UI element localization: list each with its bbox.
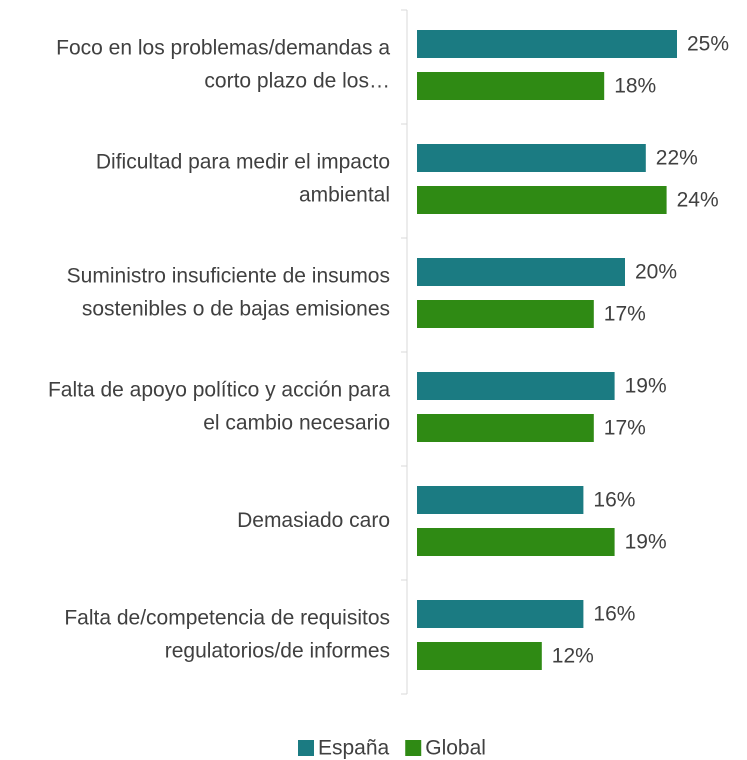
category-label: Falta de/competencia de requisitos regula…	[64, 606, 390, 662]
legend-label: Global	[425, 737, 486, 760]
value-label: 16%	[593, 603, 635, 626]
bar	[417, 30, 677, 58]
bar	[417, 642, 542, 670]
value-label: 24%	[677, 189, 719, 212]
value-label: 19%	[625, 531, 667, 554]
value-label: 17%	[604, 417, 646, 440]
bar	[417, 414, 594, 442]
bar	[417, 372, 615, 400]
value-label: 20%	[635, 261, 677, 284]
value-label: 19%	[625, 375, 667, 398]
category-label: Falta de apoyo político y acción para el …	[48, 378, 390, 434]
bar	[417, 600, 584, 628]
legend-swatch	[405, 740, 422, 756]
value-label: 16%	[593, 489, 635, 512]
bar	[417, 186, 667, 214]
bar	[417, 258, 625, 286]
legend-label: España	[318, 737, 390, 760]
category-label: Foco en los problemas/demandas a corto pl…	[56, 36, 390, 92]
category-label: Dificultad para medir el impacto ambienta…	[96, 150, 390, 206]
bar	[417, 486, 584, 514]
bar	[417, 528, 615, 556]
value-label: 22%	[656, 147, 698, 170]
value-label: 17%	[604, 303, 646, 326]
category-label: Suministro insuficiente de insumos sosten…	[67, 264, 390, 320]
value-label: 12%	[552, 645, 594, 668]
bar	[417, 72, 605, 100]
bar	[417, 144, 646, 172]
legend-swatch	[298, 740, 314, 756]
value-label: 25%	[687, 33, 729, 56]
bar	[417, 300, 594, 328]
category-label: Demasiado caro	[237, 509, 390, 532]
value-label: 18%	[614, 75, 656, 98]
